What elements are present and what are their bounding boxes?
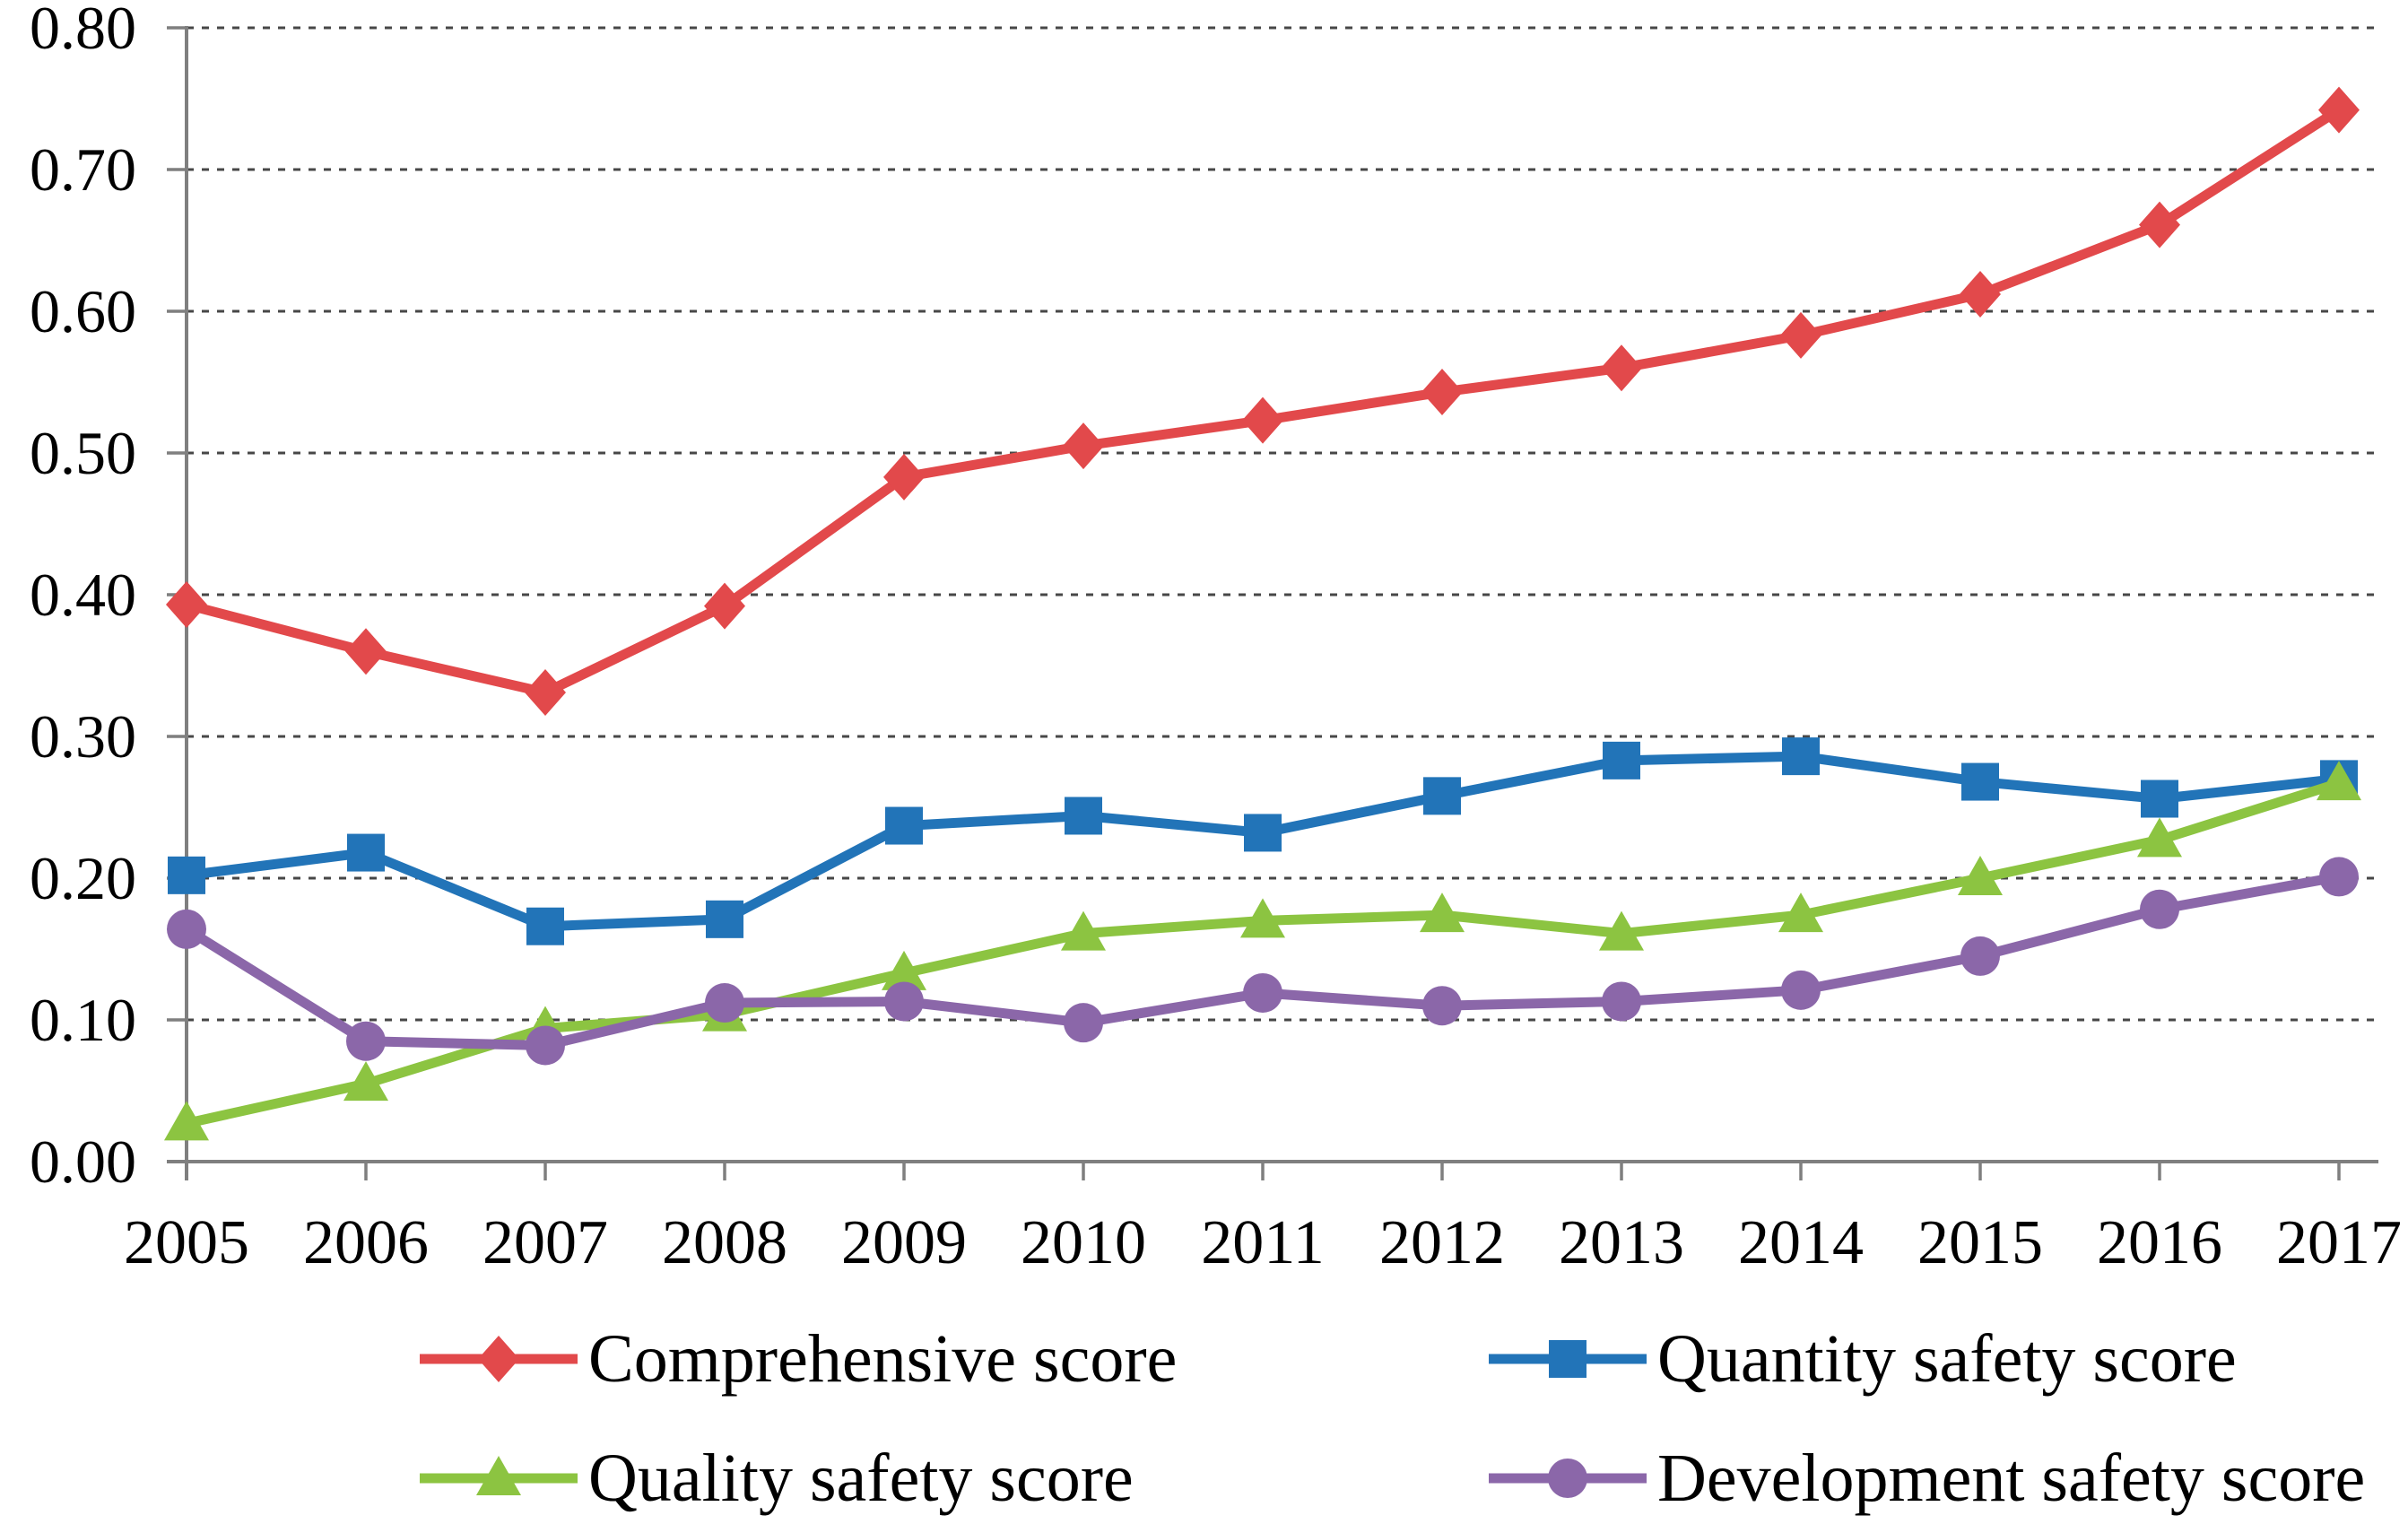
y-axis-label: 0.40 xyxy=(30,561,136,629)
legend-item-quantity-safety-score: Quantity safety score xyxy=(1489,1321,2237,1397)
marker-quantity-safety-score xyxy=(526,907,564,945)
marker-quality-safety-score xyxy=(1778,893,1823,933)
x-axis-label: 2010 xyxy=(1021,1208,1146,1277)
marker-comprehensive-score xyxy=(166,581,207,629)
x-axis-label: 2014 xyxy=(1738,1208,1864,1277)
marker-development-safety-score xyxy=(1064,1003,1103,1043)
legend-label: Comprehensive score xyxy=(588,1321,1177,1397)
marker-development-safety-score xyxy=(167,909,206,949)
marker-comprehensive-score xyxy=(1780,311,1821,359)
marker-comprehensive-score xyxy=(345,628,387,675)
marker-comprehensive-score xyxy=(2139,201,2180,248)
marker-quality-safety-score xyxy=(2137,817,2182,858)
x-axis-label: 2015 xyxy=(1917,1208,2043,1277)
marker-quantity-safety-score xyxy=(1961,762,1999,801)
legend-label: Development safety score xyxy=(1657,1441,2365,1516)
marker-quality-safety-score xyxy=(1958,856,2003,895)
legend-item-quality-safety-score: Quality safety score xyxy=(420,1441,1134,1516)
y-axis-label: 0.00 xyxy=(30,1128,136,1196)
marker-quantity-safety-score xyxy=(706,900,743,938)
marker-quantity-safety-score xyxy=(347,833,385,872)
marker-quantity-safety-score xyxy=(1065,797,1102,835)
y-axis-label: 0.70 xyxy=(30,135,136,204)
marker-quality-safety-score xyxy=(1240,898,1285,938)
marker-quantity-safety-score xyxy=(1782,737,1820,776)
marker-quality-safety-score xyxy=(882,950,926,990)
marker-comprehensive-score xyxy=(883,453,925,501)
x-axis-label: 2009 xyxy=(841,1208,967,1277)
marker-quality-safety-score xyxy=(1420,893,1465,933)
marker-development-safety-score xyxy=(2319,857,2359,897)
marker-quantity-safety-score xyxy=(2141,779,2178,818)
x-axis-label: 2016 xyxy=(2097,1208,2222,1277)
x-axis-label: 2012 xyxy=(1379,1208,1505,1277)
marker-comprehensive-score xyxy=(2318,86,2360,134)
marker-quantity-safety-score xyxy=(1603,741,1640,779)
y-axis-label: 0.10 xyxy=(30,986,136,1054)
marker-development-safety-score xyxy=(346,1021,386,1061)
marker-quantity-safety-score xyxy=(885,806,923,845)
y-axis-label: 0.30 xyxy=(30,702,136,771)
marker-quality-safety-score xyxy=(1061,910,1106,951)
marker-comprehensive-score xyxy=(1960,271,2001,318)
legend-marker-circle xyxy=(1548,1459,1587,1498)
marker-development-safety-score xyxy=(1243,972,1282,1013)
marker-quantity-safety-score xyxy=(1244,814,1282,852)
marker-comprehensive-score xyxy=(525,669,566,717)
x-axis-label: 2005 xyxy=(124,1208,249,1277)
legend-label: Quality safety score xyxy=(588,1441,1134,1516)
y-axis-label: 0.50 xyxy=(30,419,136,487)
legend-item-comprehensive-score: Comprehensive score xyxy=(420,1321,1177,1397)
marker-quality-safety-score xyxy=(2317,761,2361,801)
marker-development-safety-score xyxy=(884,981,924,1022)
marker-development-safety-score xyxy=(705,983,744,1023)
y-axis-label: 0.20 xyxy=(30,844,136,912)
marker-comprehensive-score xyxy=(1063,422,1104,470)
marker-development-safety-score xyxy=(1960,936,2000,976)
x-axis-label: 2013 xyxy=(1559,1208,1684,1277)
marker-comprehensive-score xyxy=(1242,396,1283,444)
marker-quality-safety-score xyxy=(164,1101,209,1141)
legend: Comprehensive score Quantity safety score… xyxy=(420,1321,2365,1516)
legend-item-development-safety-score: Development safety score xyxy=(1489,1441,2365,1516)
legend-label: Quantity safety score xyxy=(1657,1321,2237,1397)
marker-quantity-safety-score xyxy=(1423,777,1461,815)
marker-quantity-safety-score xyxy=(168,856,205,894)
y-axis-label: 0.80 xyxy=(30,0,136,62)
marker-development-safety-score xyxy=(2140,889,2179,929)
marker-development-safety-score xyxy=(526,1025,565,1066)
x-axis-label: 2007 xyxy=(482,1208,608,1277)
marker-comprehensive-score xyxy=(704,582,745,630)
marker-development-safety-score xyxy=(1781,970,1821,1010)
marker-quality-safety-score xyxy=(343,1061,388,1102)
x-axis-label: 2011 xyxy=(1201,1208,1324,1277)
x-axis-label: 2008 xyxy=(662,1208,787,1277)
y-axis-label: 0.60 xyxy=(30,277,136,345)
marker-quality-safety-score xyxy=(1599,910,1644,951)
marker-development-safety-score xyxy=(1422,986,1462,1026)
marker-comprehensive-score xyxy=(1421,369,1463,416)
marker-comprehensive-score xyxy=(1601,344,1642,392)
marker-development-safety-score xyxy=(1602,981,1641,1022)
x-axis-label: 2017 xyxy=(2276,1208,2402,1277)
x-axis-label: 2006 xyxy=(303,1208,429,1277)
